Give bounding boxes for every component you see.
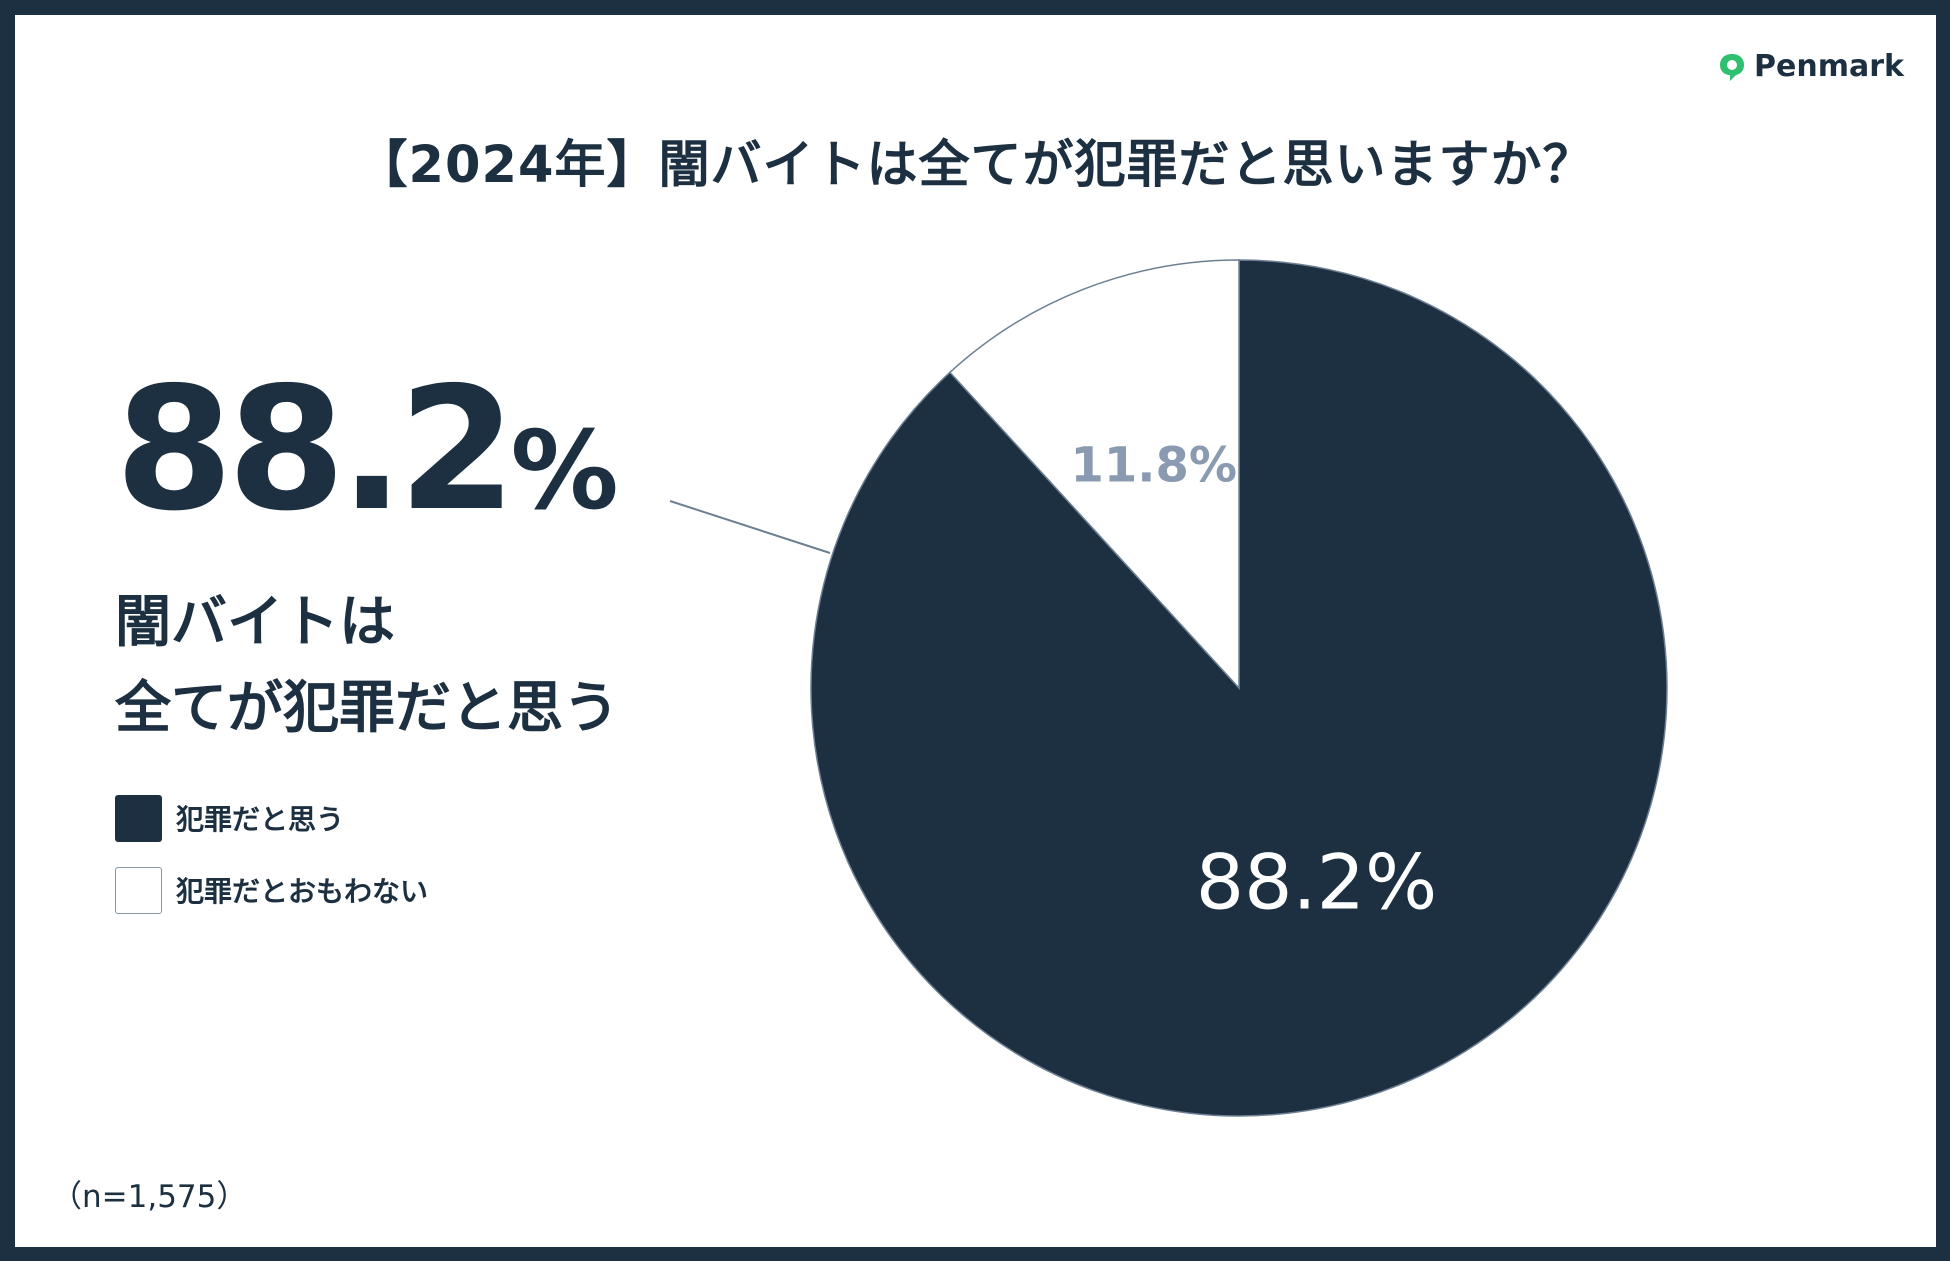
- pie-labels: 88.2% 11.8%: [1070, 438, 1437, 927]
- callout-leader-line: [669, 500, 831, 554]
- highlight-value: 88.2: [115, 351, 516, 549]
- legend-item: 犯罪だとおもわない: [115, 865, 428, 915]
- pie-slice: [948, 259, 1240, 690]
- legend-swatch-dark: [115, 794, 162, 842]
- highlight-caption: 闇バイトは 全てが犯罪だと思う: [115, 580, 619, 752]
- logo-text: Penmark: [1754, 49, 1904, 84]
- penmark-logo: Penmark: [1718, 49, 1904, 84]
- pie-slice-label: 88.2%: [1196, 837, 1437, 926]
- legend-swatch-light: [115, 866, 162, 914]
- legend-label: 犯罪だと思う: [176, 803, 345, 836]
- legend: 犯罪だと思う 犯罪だとおもわない: [115, 793, 428, 937]
- highlight-caption-line2: 全てが犯罪だと思う: [115, 676, 619, 741]
- highlight-caption-line1: 闇バイトは: [115, 590, 395, 655]
- pie-slice-label: 11.8%: [1070, 438, 1237, 494]
- legend-item: 犯罪だと思う: [115, 793, 428, 843]
- highlight-unit: %: [510, 409, 619, 534]
- legend-label: 犯罪だとおもわない: [176, 875, 429, 908]
- pie-slices: [810, 259, 1668, 1117]
- sample-size-note: （n=1,575）: [51, 1179, 248, 1215]
- chart-title: 【2024年】闇バイトは全てが犯罪だと思いますか？: [356, 136, 1595, 195]
- highlight-percentage: 88.2%: [115, 365, 619, 535]
- speech-bubble-icon: [1720, 53, 1745, 81]
